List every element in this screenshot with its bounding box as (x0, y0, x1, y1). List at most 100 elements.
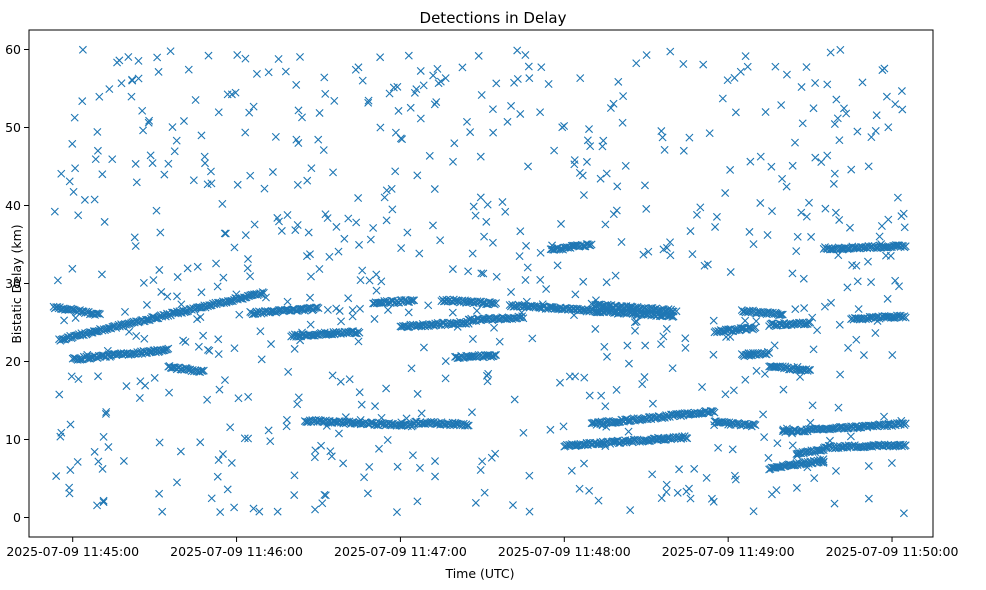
track-detection-point (731, 326, 740, 335)
detection-point (662, 324, 671, 333)
detection-point (334, 247, 343, 256)
detection-point (640, 373, 649, 382)
detection-point (327, 452, 336, 461)
detection-point (246, 171, 255, 180)
detection-point (886, 251, 895, 260)
track-detection-point (600, 439, 609, 448)
detection-point (510, 395, 519, 404)
detection-point (846, 432, 855, 441)
detection-point (370, 314, 379, 323)
detection-point (808, 401, 817, 410)
detection-point (335, 306, 344, 315)
detection-point (99, 496, 108, 505)
detection-point (796, 372, 805, 381)
detection-point (830, 499, 839, 508)
detection-point (492, 79, 501, 88)
detection-point (817, 158, 826, 167)
detection-point (570, 160, 579, 169)
detection-point (315, 265, 324, 273)
detection-point (477, 91, 486, 99)
detection-point (304, 228, 313, 237)
detection-point (666, 251, 675, 260)
detection-point (271, 132, 280, 141)
detection-point (274, 55, 283, 64)
detection-point (867, 278, 876, 287)
track-detection-point (787, 461, 796, 470)
detection-point (90, 195, 99, 204)
track-detection-point (785, 365, 793, 374)
detection-point (245, 108, 254, 117)
detection-point (771, 62, 780, 71)
detection-point (802, 63, 811, 72)
detection-point (203, 180, 212, 189)
x-axis-title: Time (UTC) (444, 566, 514, 581)
detection-point (611, 271, 620, 280)
detection-point (145, 116, 154, 125)
detection-point (67, 372, 76, 381)
track-detection-point (664, 434, 673, 443)
detection-point (256, 327, 265, 336)
detection-point (319, 146, 328, 155)
detection-point (630, 318, 639, 327)
detection-point (205, 346, 214, 355)
detection-point (68, 264, 77, 273)
detection-point (220, 229, 229, 238)
detection-point (71, 164, 80, 173)
detection-point (519, 428, 528, 437)
detection-point (525, 74, 534, 83)
detection-point (365, 462, 374, 471)
detection-point (241, 231, 250, 240)
detection-point (406, 103, 415, 112)
detection-point (613, 182, 622, 191)
detection-point (698, 383, 707, 391)
detection-point (183, 264, 192, 273)
detection-point (352, 218, 361, 227)
x-tick-label: 2025-07-09 11:48:00 (498, 544, 631, 559)
detection-point (513, 46, 522, 55)
detection-point (329, 168, 338, 177)
detection-point (792, 247, 801, 256)
detection-point (450, 139, 459, 148)
detection-point (745, 227, 754, 236)
detection-point (767, 490, 776, 499)
detection-point (844, 343, 853, 352)
detection-point (201, 159, 210, 168)
detection-point (852, 261, 861, 270)
detection-point (596, 174, 605, 183)
detection-point (419, 81, 428, 90)
detection-point (759, 410, 768, 419)
detection-point (172, 478, 181, 487)
detection-point (721, 189, 730, 198)
track-detection-point (60, 335, 68, 344)
detection-point (70, 113, 79, 122)
detection-point (135, 393, 144, 402)
detection-point (93, 501, 102, 510)
detection-point (223, 485, 232, 494)
detection-point (184, 65, 193, 74)
detection-point (354, 194, 363, 203)
detection-point (142, 300, 151, 309)
detection-point (557, 219, 566, 228)
detection-point (764, 453, 773, 462)
detection-point (507, 288, 516, 297)
detection-point (57, 169, 66, 178)
detection-point (515, 252, 524, 261)
detection-point (897, 212, 906, 221)
detection-point (303, 176, 312, 185)
detection-point (433, 64, 442, 73)
detection-point (337, 317, 346, 326)
detection-point (281, 67, 290, 76)
detection-point (782, 70, 791, 79)
detection-point (501, 207, 510, 216)
detection-point (95, 92, 104, 101)
detection-point (887, 459, 896, 467)
track-detection-point (492, 299, 501, 308)
detection-point (632, 317, 641, 326)
detection-point (73, 457, 82, 466)
detection-point (136, 377, 145, 386)
detection-point (657, 340, 665, 349)
detection-point (685, 133, 694, 142)
detection-point (524, 162, 533, 171)
detection-point (249, 504, 258, 513)
detection-point (200, 152, 209, 161)
